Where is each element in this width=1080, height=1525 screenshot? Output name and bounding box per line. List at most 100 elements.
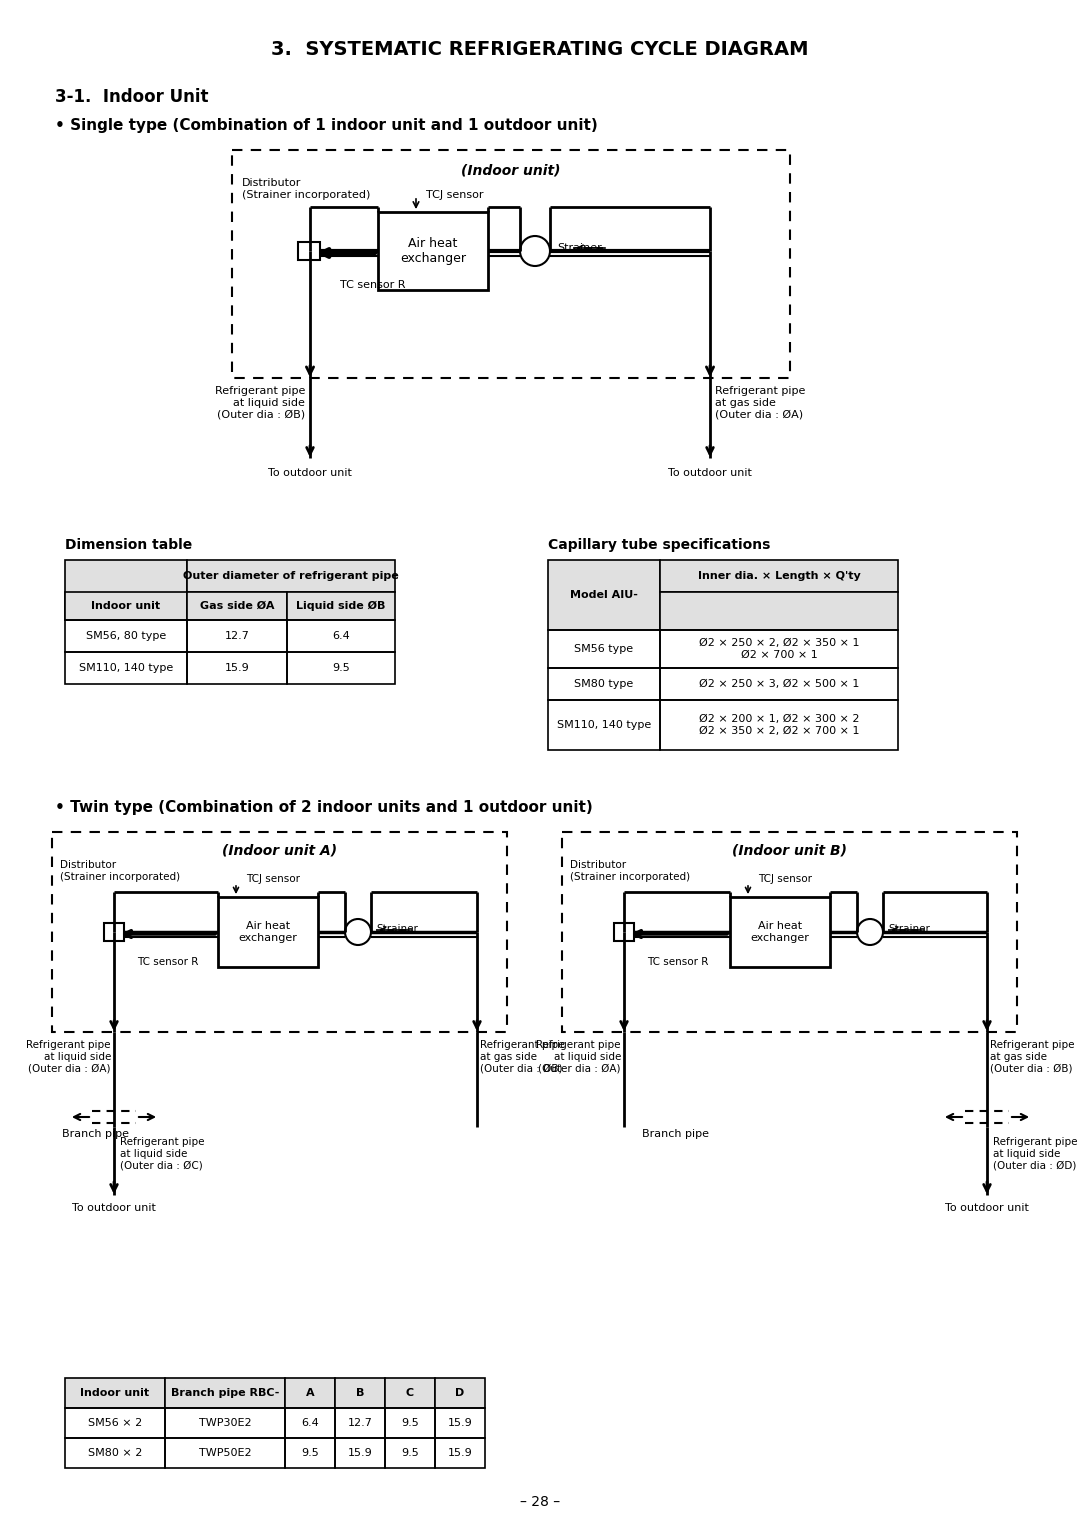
Bar xyxy=(335,1408,384,1438)
Text: Distributor
(Strainer incorporated): Distributor (Strainer incorporated) xyxy=(570,860,690,881)
Text: C: C xyxy=(406,1388,414,1398)
Bar xyxy=(335,1379,384,1408)
Text: Ø2 × 200 × 1, Ø2 × 300 × 2
Ø2 × 350 × 2, Ø2 × 700 × 1: Ø2 × 200 × 1, Ø2 × 300 × 2 Ø2 × 350 × 2,… xyxy=(699,714,860,735)
Bar xyxy=(435,1438,485,1469)
Bar xyxy=(548,668,660,700)
Text: Gas side ØA: Gas side ØA xyxy=(200,601,274,612)
Bar xyxy=(548,700,660,750)
Text: – 28 –: – 28 – xyxy=(519,1494,561,1510)
Bar xyxy=(287,592,395,621)
Bar xyxy=(548,560,660,630)
Text: Branch pipe: Branch pipe xyxy=(642,1128,708,1139)
Bar xyxy=(730,897,831,967)
Text: TC sensor R: TC sensor R xyxy=(137,958,199,967)
Text: (Indoor unit B): (Indoor unit B) xyxy=(732,843,847,859)
Text: Air heat
exchanger: Air heat exchanger xyxy=(239,921,297,942)
Text: SM56 type: SM56 type xyxy=(575,644,634,654)
Text: Strainer: Strainer xyxy=(888,924,930,933)
Bar xyxy=(384,1438,435,1469)
Text: To outdoor unit: To outdoor unit xyxy=(268,468,352,477)
Text: 15.9: 15.9 xyxy=(447,1418,472,1427)
Text: Distributor
(Strainer incorporated): Distributor (Strainer incorporated) xyxy=(242,178,370,200)
Bar xyxy=(65,592,187,621)
Bar xyxy=(285,1379,335,1408)
Bar xyxy=(187,621,287,653)
Text: TC sensor R: TC sensor R xyxy=(647,958,708,967)
Bar xyxy=(65,621,187,653)
Text: Ø2 × 250 × 3, Ø2 × 500 × 1: Ø2 × 250 × 3, Ø2 × 500 × 1 xyxy=(699,679,860,689)
Text: Refrigerant pipe
at liquid side
(Outer dia : ØA): Refrigerant pipe at liquid side (Outer d… xyxy=(27,1040,111,1074)
Text: Inner dia. × Length × Q'ty: Inner dia. × Length × Q'ty xyxy=(698,570,861,581)
Text: SM56, 80 type: SM56, 80 type xyxy=(86,631,166,640)
Text: SM110, 140 type: SM110, 140 type xyxy=(557,720,651,730)
Text: Air heat
exchanger: Air heat exchanger xyxy=(751,921,809,942)
Bar xyxy=(660,560,897,592)
Text: Strainer: Strainer xyxy=(557,242,602,253)
Bar xyxy=(285,1438,335,1469)
Bar xyxy=(287,621,395,653)
Text: 9.5: 9.5 xyxy=(401,1418,419,1427)
Text: SM80 × 2: SM80 × 2 xyxy=(87,1449,143,1458)
Text: 3-1.  Indoor Unit: 3-1. Indoor Unit xyxy=(55,88,208,107)
Text: A: A xyxy=(306,1388,314,1398)
Text: Indoor unit: Indoor unit xyxy=(80,1388,149,1398)
Bar xyxy=(187,560,395,592)
Bar xyxy=(187,653,287,685)
Bar xyxy=(660,668,897,700)
Bar xyxy=(65,560,187,621)
Text: D: D xyxy=(456,1388,464,1398)
Text: Refrigerant pipe
at gas side
(Outer dia : ØB): Refrigerant pipe at gas side (Outer dia … xyxy=(480,1040,565,1074)
Text: 12.7: 12.7 xyxy=(225,631,249,640)
Text: 9.5: 9.5 xyxy=(401,1449,419,1458)
Bar xyxy=(165,1438,285,1469)
Text: TC sensor R: TC sensor R xyxy=(340,281,405,290)
Text: Refrigerant pipe
at liquid side
(Outer dia : ØC): Refrigerant pipe at liquid side (Outer d… xyxy=(120,1138,204,1170)
Text: • Single type (Combination of 1 indoor unit and 1 outdoor unit): • Single type (Combination of 1 indoor u… xyxy=(55,117,597,133)
Text: To outdoor unit: To outdoor unit xyxy=(945,1203,1029,1212)
Bar xyxy=(435,1408,485,1438)
Text: • Twin type (Combination of 2 indoor units and 1 outdoor unit): • Twin type (Combination of 2 indoor uni… xyxy=(55,801,593,814)
Bar xyxy=(65,1379,165,1408)
Bar xyxy=(285,1408,335,1438)
Text: Branch pipe: Branch pipe xyxy=(62,1128,129,1139)
Text: Refrigerant pipe
at liquid side
(Outer dia : ØA): Refrigerant pipe at liquid side (Outer d… xyxy=(537,1040,621,1074)
Text: SM80 type: SM80 type xyxy=(575,679,634,689)
Bar xyxy=(298,242,320,259)
Text: 12.7: 12.7 xyxy=(348,1418,373,1427)
Text: (Indoor unit A): (Indoor unit A) xyxy=(221,843,337,859)
Text: Capillary tube specifications: Capillary tube specifications xyxy=(548,538,770,552)
Text: 15.9: 15.9 xyxy=(348,1449,373,1458)
Bar xyxy=(660,592,897,630)
Text: TWP30E2: TWP30E2 xyxy=(199,1418,252,1427)
Text: Outer diameter of refrigerant pipe: Outer diameter of refrigerant pipe xyxy=(184,570,399,581)
Text: Air heat
exchanger: Air heat exchanger xyxy=(400,236,465,265)
Bar xyxy=(287,653,395,685)
Text: 6.4: 6.4 xyxy=(333,631,350,640)
Text: Liquid side ØB: Liquid side ØB xyxy=(296,601,386,612)
Bar xyxy=(232,149,789,378)
Bar xyxy=(660,630,897,668)
Text: Ø2 × 250 × 2, Ø2 × 350 × 1
Ø2 × 700 × 1: Ø2 × 250 × 2, Ø2 × 350 × 1 Ø2 × 700 × 1 xyxy=(699,637,860,660)
Text: Dimension table: Dimension table xyxy=(65,538,192,552)
Text: Model AIU-: Model AIU- xyxy=(570,590,638,599)
Text: B: B xyxy=(355,1388,364,1398)
Text: Indoor unit: Indoor unit xyxy=(92,601,161,612)
Bar xyxy=(378,212,488,290)
Bar xyxy=(548,630,660,668)
Text: TWP50E2: TWP50E2 xyxy=(199,1449,252,1458)
Bar xyxy=(615,923,634,941)
Text: To outdoor unit: To outdoor unit xyxy=(72,1203,156,1212)
Bar xyxy=(65,653,187,685)
Bar xyxy=(187,592,287,621)
Text: 9.5: 9.5 xyxy=(333,663,350,673)
Text: SM110, 140 type: SM110, 140 type xyxy=(79,663,173,673)
Bar xyxy=(660,700,897,750)
Text: 3.  SYSTEMATIC REFRIGERATING CYCLE DIAGRAM: 3. SYSTEMATIC REFRIGERATING CYCLE DIAGRA… xyxy=(271,40,809,59)
Text: 15.9: 15.9 xyxy=(447,1449,472,1458)
Text: To outdoor unit: To outdoor unit xyxy=(669,468,752,477)
Text: TCJ sensor: TCJ sensor xyxy=(246,874,300,884)
Bar xyxy=(435,1379,485,1408)
Bar xyxy=(165,1408,285,1438)
Text: Strainer: Strainer xyxy=(376,924,418,933)
Text: 6.4: 6.4 xyxy=(301,1418,319,1427)
